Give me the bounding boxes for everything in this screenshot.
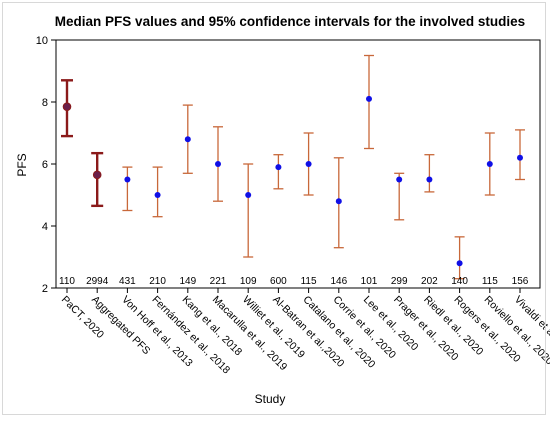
y-tick-label: 2 [42,283,48,295]
sample-size-label: 115 [482,276,498,287]
median-point [396,176,403,183]
sample-size-label: 101 [361,276,378,287]
median-points [62,95,523,267]
median-point [305,161,312,167]
sample-size-label: 221 [210,276,227,287]
sample-size-label: 210 [149,276,166,287]
chart-frame [2,2,546,415]
sample-size-label: 2994 [86,276,109,287]
sample-size-label: 431 [119,276,136,287]
sample-size-label: 202 [421,276,438,287]
y-tick-label: 10 [36,35,48,47]
sample-size-label: 110 [59,276,75,287]
median-point [426,176,433,183]
sample-size-label: 299 [391,276,408,287]
median-point [215,161,221,167]
sample-size-label: 156 [512,276,529,287]
y-tick-label: 4 [42,221,48,233]
median-point [486,161,493,167]
median-point [154,192,161,198]
sample-size-label: 146 [330,276,347,287]
chart-title: Median PFS values and 95% confidence int… [55,14,525,29]
median-point [62,102,72,111]
x-axis-label: Study [255,392,286,406]
sample-size-label: 149 [179,276,196,287]
median-point [245,192,252,198]
median-point [366,95,372,102]
median-point [517,154,523,161]
sample-size-label: 109 [240,276,257,287]
median-point [335,198,342,205]
y-axis-label: PFS [15,153,29,176]
median-point [124,176,131,183]
median-point [92,170,102,180]
sample-size-label: 600 [270,276,287,287]
y-axis: 2 4 6 8 10 [36,35,56,295]
y-tick-label: 6 [42,159,48,171]
sample-size-labels: 110 2994 431 210 149 221 109 600 115 146 101 299 202… [59,276,529,287]
median-point [456,260,463,267]
median-point [275,164,282,171]
y-tick-label: 8 [42,97,48,109]
sample-size-label: 115 [301,276,317,287]
median-point [184,136,191,143]
sample-size-label: 140 [451,276,468,287]
